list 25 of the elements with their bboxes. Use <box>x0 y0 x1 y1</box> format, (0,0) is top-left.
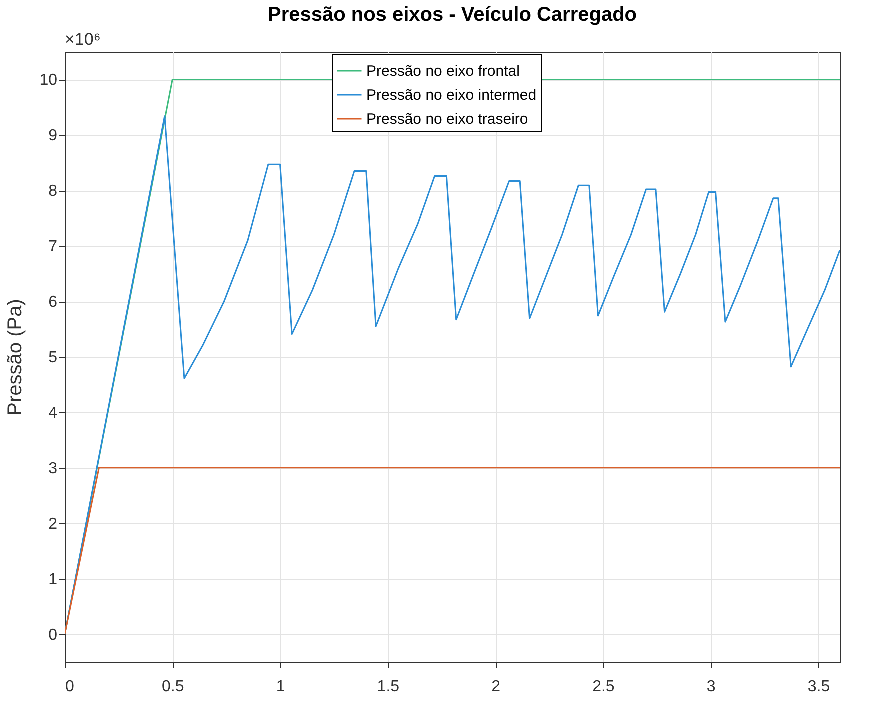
legend-label: Pressão no eixo frontal <box>366 63 520 80</box>
y-tick-label: 9 <box>48 128 58 145</box>
y-tick-label: 5 <box>48 350 58 366</box>
x-tick-label: 0 <box>66 678 74 696</box>
y-tick-label: 10 <box>40 72 58 90</box>
x-tick-label: 2 <box>492 678 501 696</box>
text: ×10⁶ <box>65 30 101 49</box>
x-tick-label: 1.5 <box>377 678 400 696</box>
x-tick-label: 2.5 <box>592 678 615 696</box>
y-axis-title: Pressão (Pa) <box>4 299 27 416</box>
x-tick-label: 0.5 <box>162 678 184 696</box>
y-tick-label: 4 <box>48 404 58 422</box>
y-tick-label: 0 <box>48 626 58 644</box>
y-tick-label: 8 <box>48 183 58 200</box>
legend-label: Pressão no eixo traseiro <box>366 111 528 128</box>
x-tick-label: 3.5 <box>808 678 830 696</box>
y-tick-label: 7 <box>48 238 58 256</box>
x-tick-label: 3 <box>706 678 716 696</box>
chart-title: Pressão nos eixos - Veículo Carregado <box>268 4 638 26</box>
y-tick-label: 2 <box>48 516 58 533</box>
y-tick-label: 3 <box>48 460 58 478</box>
y-tick-label: 6 <box>48 294 58 312</box>
legend-label: Pressão no eixo intermed <box>366 87 537 104</box>
x-tick-label: 1 <box>276 678 286 696</box>
y-tick-label: 1 <box>48 571 58 588</box>
